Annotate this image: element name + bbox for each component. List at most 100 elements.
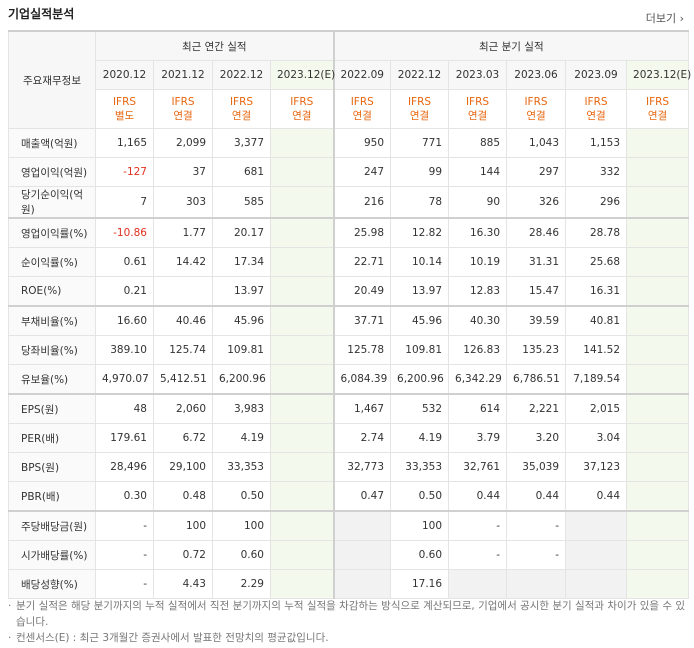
value-cell: -: [95, 540, 154, 570]
value-cell: [332, 540, 392, 570]
period-header: 2023.09: [565, 60, 628, 90]
value-cell: 950: [332, 128, 392, 158]
value-cell: 48: [95, 393, 154, 424]
value-cell: 25.68: [565, 247, 628, 277]
value-cell: 3.04: [565, 423, 628, 453]
notes: 분기 실적은 해당 분기까지의 누적 실적에서 직전 분기까지의 누적 실적을 …: [8, 598, 688, 646]
value-cell: 7,189.54: [565, 364, 628, 395]
value-cell: 40.81: [565, 305, 628, 336]
ifrs-text: 연결: [526, 110, 546, 122]
note: 분기 실적은 해당 분기까지의 누적 실적에서 직전 분기까지의 누적 실적을 …: [8, 598, 688, 630]
value-cell: [565, 569, 628, 599]
row-label: 매출액(억원): [8, 128, 96, 158]
value-cell: -: [95, 569, 154, 599]
value-cell: 40.30: [448, 305, 508, 336]
value-cell: 109.81: [390, 335, 450, 365]
value-cell: 681: [212, 157, 271, 187]
value-cell: 32,773: [332, 452, 392, 482]
value-cell: [269, 276, 335, 307]
ifrs-text: IFRS: [407, 96, 432, 108]
value-cell: [626, 276, 690, 307]
value-cell: [153, 276, 213, 307]
value-cell: 0.44: [565, 481, 628, 512]
more-link[interactable]: 더보기: [646, 10, 684, 26]
value-cell: 0.50: [212, 481, 271, 512]
ifrs-text: IFRS: [465, 96, 490, 108]
quarter-header: 최근 분기 실적: [332, 30, 690, 61]
ifrs-text: IFRS: [290, 96, 314, 108]
data-row: PBR(배) 0.30 0.48 0.50 0.47 0.50 0.44 0.44 0.44: [8, 481, 690, 512]
data-row: 영업이익(억원) -127 37 681 247 99 144 297 332: [8, 157, 690, 187]
value-cell: 1,467: [332, 393, 392, 424]
row-label: 배당성향(%): [8, 569, 96, 599]
ifrs-text: IFRS: [645, 96, 670, 108]
value-cell: 303: [153, 186, 213, 219]
value-cell: [565, 540, 628, 570]
data-row: ROE(%) 0.21 13.97 20.49 13.97 12.83 15.47 16.31: [8, 276, 690, 307]
value-cell: [626, 305, 690, 336]
ifrs-header: IFRS 연결: [506, 89, 567, 129]
value-cell: [269, 423, 335, 453]
ifrs-text: 연결: [647, 110, 668, 122]
value-cell: [269, 157, 335, 187]
value-cell: 99: [390, 157, 450, 187]
value-cell: [626, 569, 690, 599]
value-cell: 40.46: [153, 305, 213, 336]
row-label: ROE(%): [8, 276, 96, 307]
value-cell: [269, 186, 335, 219]
ifrs-text: 별도: [114, 110, 135, 122]
data-row: 시가배당률(%) -0.72 0.60 0.60- -: [8, 540, 690, 570]
annual-header: 최근 연간 실적: [94, 30, 335, 61]
value-cell: [626, 128, 690, 158]
data-row: PER(배) 179.61 6.72 4.19 2.74 4.19 3.79 3.20 3.04: [8, 423, 690, 453]
value-cell: 100: [390, 510, 450, 541]
row-label: PER(배): [8, 423, 96, 453]
value-cell: 2,221: [506, 393, 567, 424]
value-cell: [269, 247, 335, 277]
note: 컨센서스(E) : 최근 3개월간 증권사에서 발표한 전망치의 평균값입니다.: [8, 630, 688, 646]
data-row: BPS(원) 28,496 29,100 33,353 32,773 33,353 32,7…: [8, 452, 690, 482]
value-cell: 16.31: [565, 276, 628, 307]
value-cell: 37,123: [565, 452, 628, 482]
ifrs-text: IFRS: [524, 96, 548, 108]
value-cell: 135.23: [506, 335, 567, 365]
value-cell: [332, 510, 392, 541]
value-cell: 332: [565, 157, 628, 187]
value-cell: [626, 540, 690, 570]
period-header: 2022.09: [332, 60, 392, 90]
value-cell: [626, 423, 690, 453]
data-row: 매출액(억원) 1,165 2,099 3,377 950 771 885 1,043 1,15…: [8, 128, 690, 158]
ifrs-text: IFRS: [171, 96, 195, 108]
value-cell: 2.29: [212, 569, 271, 599]
value-cell: 0.47: [332, 481, 392, 512]
data-row: 당기순이익(억원) 7 303 585 216 78 90 326 296: [8, 186, 690, 219]
value-cell: 3.79: [448, 423, 508, 453]
value-cell: 25.98: [332, 217, 392, 248]
ifrs-text: 연결: [231, 110, 252, 122]
value-cell: 15.47: [506, 276, 567, 307]
row-label: BPS(원): [8, 452, 96, 482]
value-cell: 28.46: [506, 217, 567, 248]
period-header: 2022.12: [212, 60, 271, 90]
value-cell: 2.74: [332, 423, 392, 453]
data-row: 주당배당금(원) -100 100 100- -: [8, 510, 690, 541]
value-cell: -: [506, 510, 567, 541]
value-cell: 35,039: [506, 452, 567, 482]
value-cell: 144: [448, 157, 508, 187]
value-cell: [269, 569, 335, 599]
value-cell: 3,377: [212, 128, 271, 158]
value-cell: 10.19: [448, 247, 508, 277]
value-cell: -127: [95, 157, 154, 187]
value-cell: [626, 247, 690, 277]
value-cell: [626, 157, 690, 187]
value-cell: 296: [565, 186, 628, 219]
row-label: 영업이익(억원): [8, 157, 96, 187]
data-row: 영업이익률(%) -10.86 1.77 20.17 25.98 12.82 16.30 28…: [8, 217, 690, 248]
value-cell: 2,060: [153, 393, 213, 424]
value-cell: 2,015: [565, 393, 628, 424]
data-row: 부채비율(%) 16.60 40.46 45.96 37.71 45.96 40.30 39.…: [8, 305, 690, 336]
period-header: 2021.12: [153, 60, 213, 90]
value-cell: 126.83: [448, 335, 508, 365]
value-cell: 37.71: [332, 305, 392, 336]
value-cell: 33,353: [390, 452, 450, 482]
